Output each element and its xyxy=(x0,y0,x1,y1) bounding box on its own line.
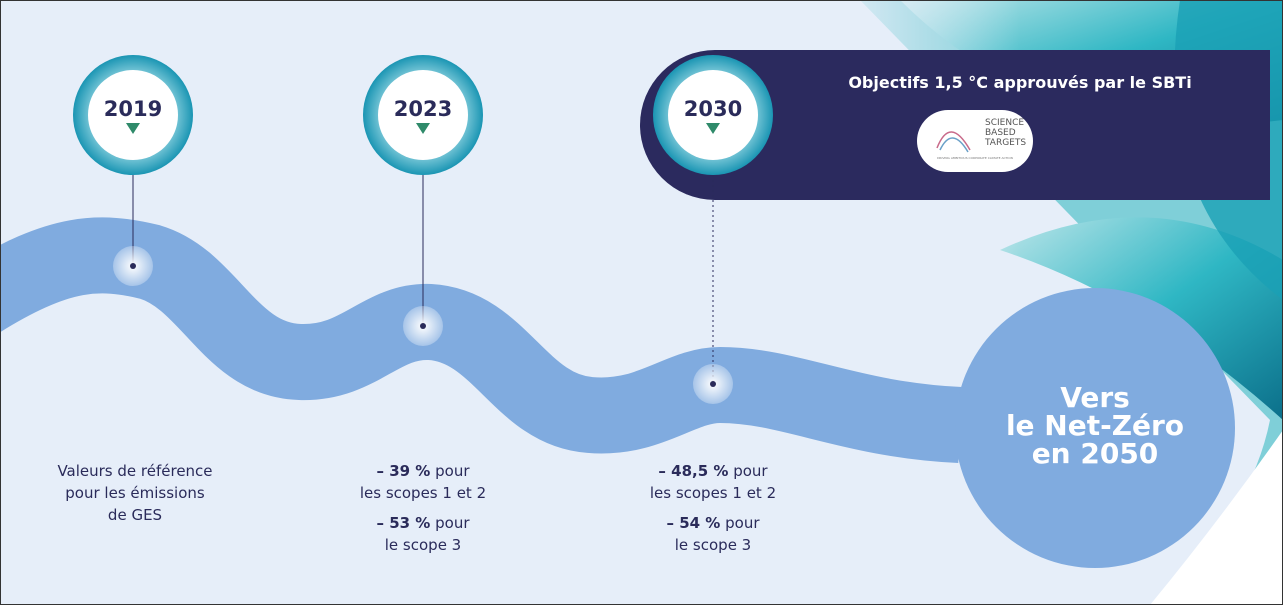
year-badge: 2030 xyxy=(668,70,758,160)
logo-tagline: DRIVING AMBITIOUS CORPORATE CLIMATE ACTI… xyxy=(937,156,1013,160)
suffix: pour xyxy=(435,462,470,480)
banner-title: Objectifs 1,5 °C approuvés par le SBTi xyxy=(848,73,1192,92)
goal-circle xyxy=(955,288,1235,568)
scope: les scopes 1 et 2 xyxy=(359,484,487,502)
scope: le scope 3 xyxy=(674,536,752,554)
goal-line: en 2050 xyxy=(1031,437,1159,470)
line: Valeurs de référence xyxy=(57,462,213,480)
goal: Vers le Net-Zéro en 2050 xyxy=(955,384,1235,468)
year: 2019 xyxy=(103,96,163,121)
dots xyxy=(113,246,733,404)
line: de GES xyxy=(107,506,163,524)
year-badge: 2019 xyxy=(88,70,178,160)
scope: les scopes 1 et 2 xyxy=(649,484,777,502)
value: – 39 % xyxy=(376,462,431,480)
logo-text: SCIENCE BASED TARGETS xyxy=(985,118,1026,148)
targets: – 39 % pour les scopes 1 et 2 – 53 % pou… xyxy=(298,460,548,556)
logo-icon xyxy=(939,137,969,153)
logo-icon xyxy=(936,131,971,151)
suffix: pour xyxy=(435,514,470,532)
logo-bg xyxy=(917,110,1033,172)
logo-line: BASED xyxy=(985,128,1016,138)
year-badge: 2023 xyxy=(378,70,468,160)
year: 2023 xyxy=(393,96,453,121)
goal-line: Vers xyxy=(1060,381,1130,414)
suffix: pour xyxy=(725,514,760,532)
value: – 54 % xyxy=(666,514,721,532)
suffix: pour xyxy=(733,462,768,480)
value: – 53 % xyxy=(376,514,431,532)
line: pour les émissions xyxy=(65,484,205,502)
goal-line: le Net-Zéro xyxy=(1005,409,1185,442)
scope: le scope 3 xyxy=(384,536,462,554)
year: 2030 xyxy=(683,96,743,121)
value: – 48,5 % xyxy=(658,462,729,480)
logo-line: TARGETS xyxy=(985,138,1027,148)
logo-line: SCIENCE xyxy=(985,118,1025,128)
targets: – 48,5 % pour les scopes 1 et 2 – 54 % p… xyxy=(588,460,838,556)
description: Valeurs de référence pour les émissions … xyxy=(10,460,260,526)
